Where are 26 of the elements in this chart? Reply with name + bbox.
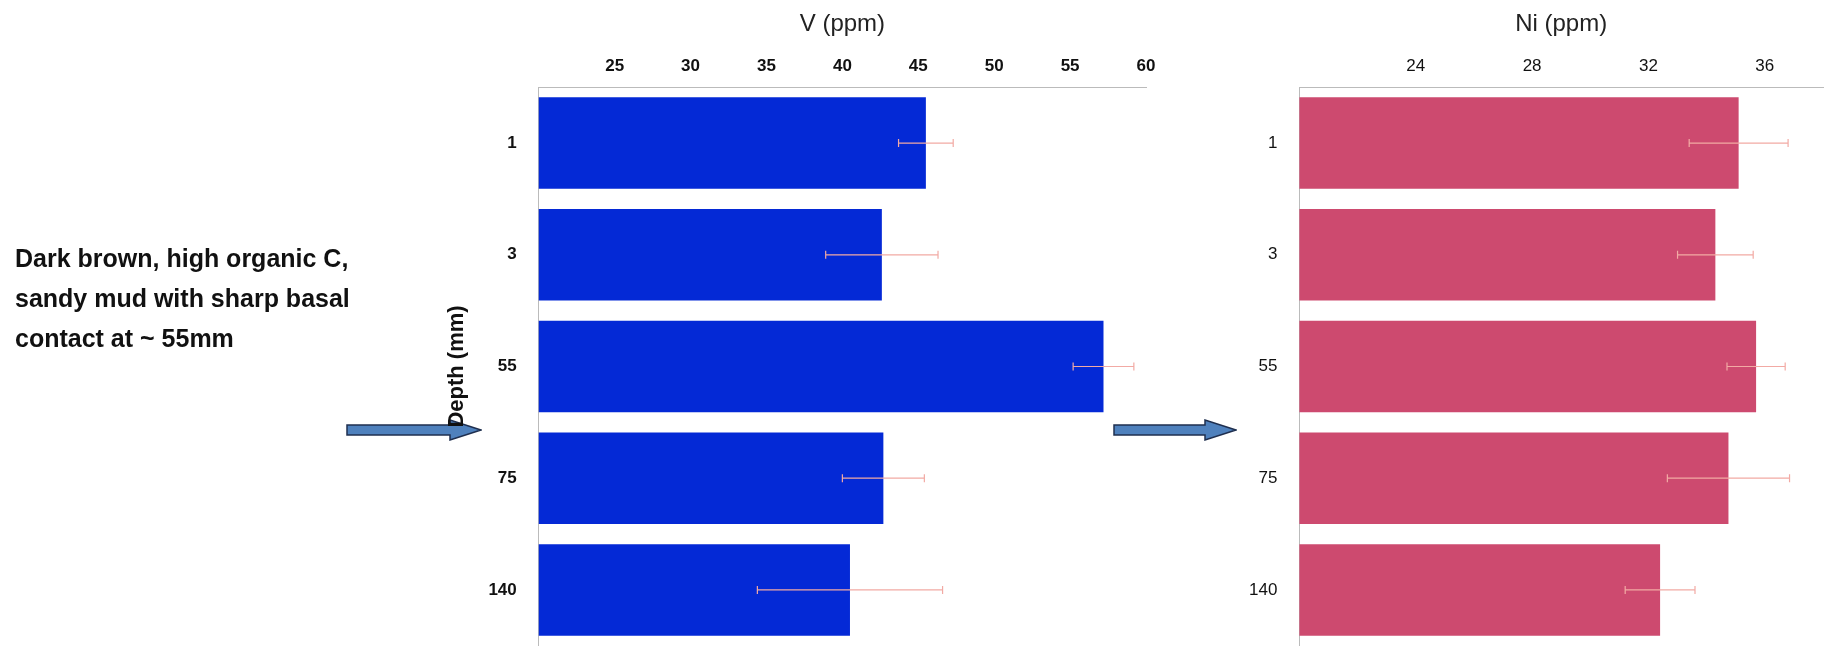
y-tick-label: 75 xyxy=(1258,467,1278,487)
x-tick-label: 25 xyxy=(605,55,625,75)
y-tick-label: 3 xyxy=(507,244,517,264)
y-axis-title: Depth (mm) xyxy=(443,305,469,428)
y-tick-label: 3 xyxy=(1267,244,1278,264)
y-tick-label: 1 xyxy=(1267,132,1278,152)
x-tick-label: 32 xyxy=(1638,55,1658,75)
y-tick-label: 55 xyxy=(497,356,517,376)
x-tick-label: 50 xyxy=(984,55,1004,75)
y-tick-label: 75 xyxy=(497,467,517,487)
x-tick-label: 35 xyxy=(757,55,776,75)
x-tick-label: 45 xyxy=(908,55,928,75)
y-tick-label: 140 xyxy=(1248,579,1278,599)
x-tick-label: 60 xyxy=(1136,55,1156,75)
x-tick-label: 24 xyxy=(1406,55,1426,75)
x-tick-label: 40 xyxy=(832,55,852,75)
y-tick-label: 55 xyxy=(1258,356,1278,376)
x-tick-label: 55 xyxy=(1060,55,1080,75)
text: Dark brown, high organic C, sandy mud with sharp basal contact at ~ 55mm xyxy=(15,243,351,354)
x-tick-label: 30 xyxy=(681,55,701,75)
x-tick-label: 36 xyxy=(1755,55,1775,75)
x-tick-label: 28 xyxy=(1522,55,1542,75)
x-axis-title: Ni (ppm) xyxy=(1515,9,1608,37)
y-tick-label: 1 xyxy=(507,132,517,152)
x-axis-title: V (ppm) xyxy=(799,9,886,37)
y-tick-label: 140 xyxy=(488,579,517,599)
